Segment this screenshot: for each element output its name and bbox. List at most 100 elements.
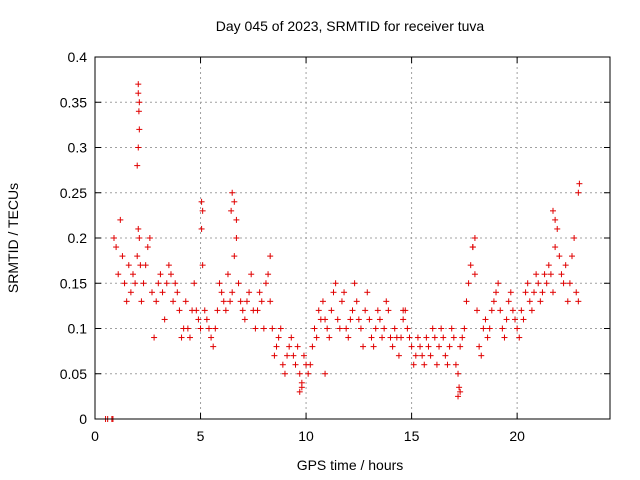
data-point (239, 307, 246, 314)
data-point (576, 180, 583, 187)
data-point (355, 316, 362, 323)
data-point (490, 298, 497, 305)
data-point (429, 325, 436, 332)
x-tick-label: 5 (197, 428, 205, 444)
data-point (417, 343, 424, 350)
data-point (136, 235, 143, 241)
data-point (275, 334, 282, 341)
data-point (387, 334, 394, 341)
data-point (305, 370, 312, 377)
data-point (142, 262, 149, 269)
data-point (172, 280, 179, 287)
x-axis-label: GPS time / hours (297, 457, 404, 473)
data-point (374, 307, 381, 314)
data-point (205, 325, 212, 332)
data-point (438, 325, 445, 332)
data-point (231, 253, 238, 260)
data-point (338, 298, 345, 305)
data-point (471, 271, 478, 278)
data-point (408, 343, 415, 350)
data-point (186, 334, 193, 341)
data-point (556, 253, 563, 260)
x-tick-label: 0 (91, 428, 99, 444)
data-point (148, 289, 155, 296)
data-point (461, 325, 468, 332)
data-point (277, 325, 284, 332)
y-tick-label: 0.35 (60, 94, 87, 110)
data-point (127, 289, 134, 296)
data-point (165, 262, 172, 269)
data-point (351, 280, 358, 287)
data-point (457, 343, 464, 350)
data-point (260, 325, 267, 332)
data-point (448, 325, 455, 332)
data-point (252, 325, 259, 332)
data-point (404, 325, 411, 332)
data-point (216, 280, 223, 287)
data-point (326, 334, 333, 341)
data-point (195, 316, 202, 323)
data-point (144, 244, 151, 251)
data-point (151, 334, 158, 341)
data-point (457, 388, 464, 395)
y-tick-label: 0.4 (68, 49, 88, 65)
data-point (140, 280, 147, 287)
data-point (566, 280, 573, 287)
data-point (486, 325, 493, 332)
data-point (184, 325, 191, 332)
data-point (167, 271, 174, 278)
data-point (330, 289, 337, 296)
data-point (135, 108, 142, 115)
data-point (543, 280, 550, 287)
data-point (322, 370, 329, 377)
data-point (410, 361, 417, 368)
data-point (560, 280, 567, 287)
data-point (290, 352, 297, 359)
data-point (214, 307, 221, 314)
data-point (362, 307, 369, 314)
data-point (503, 316, 510, 323)
data-point (400, 316, 407, 323)
data-point (241, 316, 248, 323)
data-point (146, 235, 153, 241)
data-point (281, 370, 288, 377)
plot-frame (94, 56, 611, 420)
data-point (501, 334, 508, 341)
data-point (262, 280, 269, 287)
data-point (465, 280, 472, 287)
data-point (484, 334, 491, 341)
y-tick-label: 0.3 (68, 140, 88, 156)
data-point (425, 343, 432, 350)
data-point (474, 307, 481, 314)
data-point (436, 343, 443, 350)
data-point (391, 325, 398, 332)
data-point (372, 325, 379, 332)
data-point (552, 244, 559, 251)
data-point (507, 289, 514, 296)
data-point (495, 280, 502, 287)
data-point (370, 343, 377, 350)
data-point (324, 325, 331, 332)
data-point (218, 289, 225, 296)
data-point (539, 289, 546, 296)
data-point (286, 343, 293, 350)
data-point (159, 289, 166, 296)
data-points (102, 81, 583, 422)
data-point (191, 280, 198, 287)
data-point (135, 90, 142, 97)
data-point (113, 244, 120, 251)
data-point (505, 298, 512, 305)
data-point (552, 216, 559, 223)
y-axis-label: SRMTID / TECUs (5, 183, 21, 293)
data-point (134, 162, 141, 169)
data-point (254, 307, 261, 314)
data-point (419, 352, 426, 359)
data-point (182, 298, 189, 305)
data-point (115, 271, 122, 278)
data-point (220, 298, 227, 305)
data-point (499, 325, 506, 332)
data-point (198, 225, 205, 232)
data-point (256, 289, 263, 296)
data-point (269, 325, 276, 332)
